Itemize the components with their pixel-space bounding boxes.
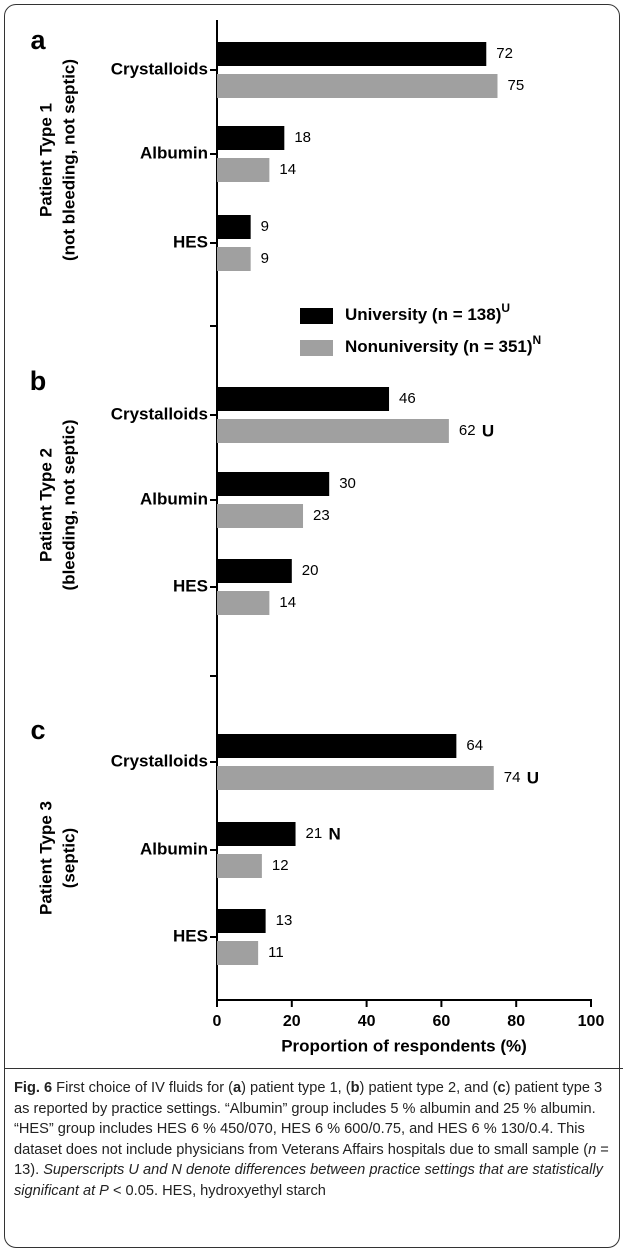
legend-superscript: N: [533, 333, 542, 347]
chart: 0 20 40 60 80 100 Proportion of respondents (%…: [30, 20, 605, 1055]
caption-run: b: [350, 1080, 360, 1096]
legend-swatch: [300, 308, 333, 324]
caption-run: Superscripts U and N denote differences …: [14, 1162, 603, 1199]
y-tick-label: Albumin: [140, 839, 208, 858]
value-label: 72: [496, 45, 513, 62]
y-tick-label: HES: [173, 576, 208, 595]
bar: [217, 74, 498, 98]
legend-label: University (n = 138)U: [345, 301, 510, 324]
significance-mark: U: [482, 421, 494, 440]
caption-run: Fig. 6: [14, 1080, 53, 1096]
legend-label: Nonuniversity (n = 351)N: [345, 333, 541, 356]
value-label: 13: [276, 912, 293, 929]
significance-mark: U: [527, 768, 539, 787]
panel-label: c: [30, 715, 45, 745]
value-label: 20: [302, 562, 319, 579]
bar: [217, 247, 251, 271]
bar: [217, 941, 259, 965]
y-axis-label: Patient Type 3: [36, 801, 55, 915]
value-label: 12: [272, 857, 289, 874]
x-tick-label: 40: [358, 1013, 376, 1030]
y-tick-label: Albumin: [140, 143, 208, 162]
x-tick-label: 20: [283, 1013, 301, 1030]
bar: [217, 909, 266, 933]
bar: [217, 766, 494, 790]
value-label: 21: [306, 825, 323, 842]
value-label: 11: [268, 944, 284, 961]
y-axis-label: (septic): [59, 828, 78, 888]
x-tick-label: 0: [213, 1013, 222, 1030]
value-label: 23: [313, 507, 330, 524]
y-tick-label: Crystalloids: [111, 751, 208, 770]
x-tick-label: 80: [507, 1013, 525, 1030]
value-label: 74: [504, 769, 521, 786]
bar: [217, 504, 304, 528]
legend-swatch: [300, 340, 333, 356]
value-label: 14: [279, 161, 296, 178]
value-label: 46: [399, 390, 416, 407]
bar: [217, 854, 262, 878]
panel-label: b: [30, 366, 47, 396]
bar: [217, 126, 285, 150]
caption-run: n: [588, 1141, 597, 1158]
legend-name: University (n = 138): [345, 305, 501, 324]
bar: [217, 215, 251, 239]
bar: [217, 387, 390, 411]
bar: [217, 822, 296, 846]
y-tick-label: HES: [173, 232, 208, 251]
caption-run: ) patient type 3 as reported by practice…: [14, 1080, 603, 1158]
caption-run: ) patient type 2, and (: [359, 1080, 498, 1096]
y-axis-label: Patient Type 2: [36, 448, 55, 562]
value-label: 18: [294, 129, 311, 146]
value-label: 62: [459, 422, 476, 439]
value-label: 30: [339, 475, 356, 492]
legend-superscript: U: [501, 301, 510, 315]
value-label: 64: [466, 737, 483, 754]
value-label: 9: [261, 250, 269, 267]
bar: [217, 472, 330, 496]
legend-name: Nonuniversity (n = 351): [345, 337, 533, 356]
value-label: 75: [508, 77, 525, 94]
x-tick-label: 100: [578, 1013, 605, 1030]
value-label: 9: [261, 218, 269, 235]
panel-label: a: [30, 25, 46, 55]
value-label: 14: [279, 594, 296, 611]
x-axis-label: Proportion of respondents (%): [281, 1036, 527, 1055]
caption-run: < 0.05. HES, hydroxyethyl starch: [108, 1182, 326, 1199]
y-tick-label: HES: [173, 926, 208, 945]
bar: [217, 734, 457, 758]
bar: [217, 559, 292, 583]
bar: [217, 158, 270, 182]
caption-run: ) patient type 1, (: [241, 1080, 351, 1096]
significance-mark: N: [329, 824, 341, 843]
y-tick-label: Crystalloids: [111, 404, 208, 423]
y-axis-label: (bleeding, not septic): [59, 420, 78, 591]
bar: [217, 419, 449, 443]
caption-run: = 13).: [14, 1141, 609, 1179]
bar: [217, 42, 487, 66]
divider: [4, 1068, 623, 1069]
caption-run: c: [497, 1080, 506, 1096]
y-tick-label: Crystalloids: [111, 59, 208, 78]
caption: Fig. 6 First choice of IV fluids for (a)…: [14, 1078, 614, 1201]
caption-run: a: [232, 1080, 242, 1096]
x-tick-label: 60: [433, 1013, 451, 1030]
figure-frame: [4, 4, 620, 1248]
caption-run: First choice of IV fluids for (: [52, 1080, 233, 1096]
y-axis-label: Patient Type 1: [36, 103, 55, 217]
y-tick-label: Albumin: [140, 489, 208, 508]
y-axis-label: (not bleeding, not septic): [59, 59, 78, 261]
bar: [217, 591, 270, 615]
